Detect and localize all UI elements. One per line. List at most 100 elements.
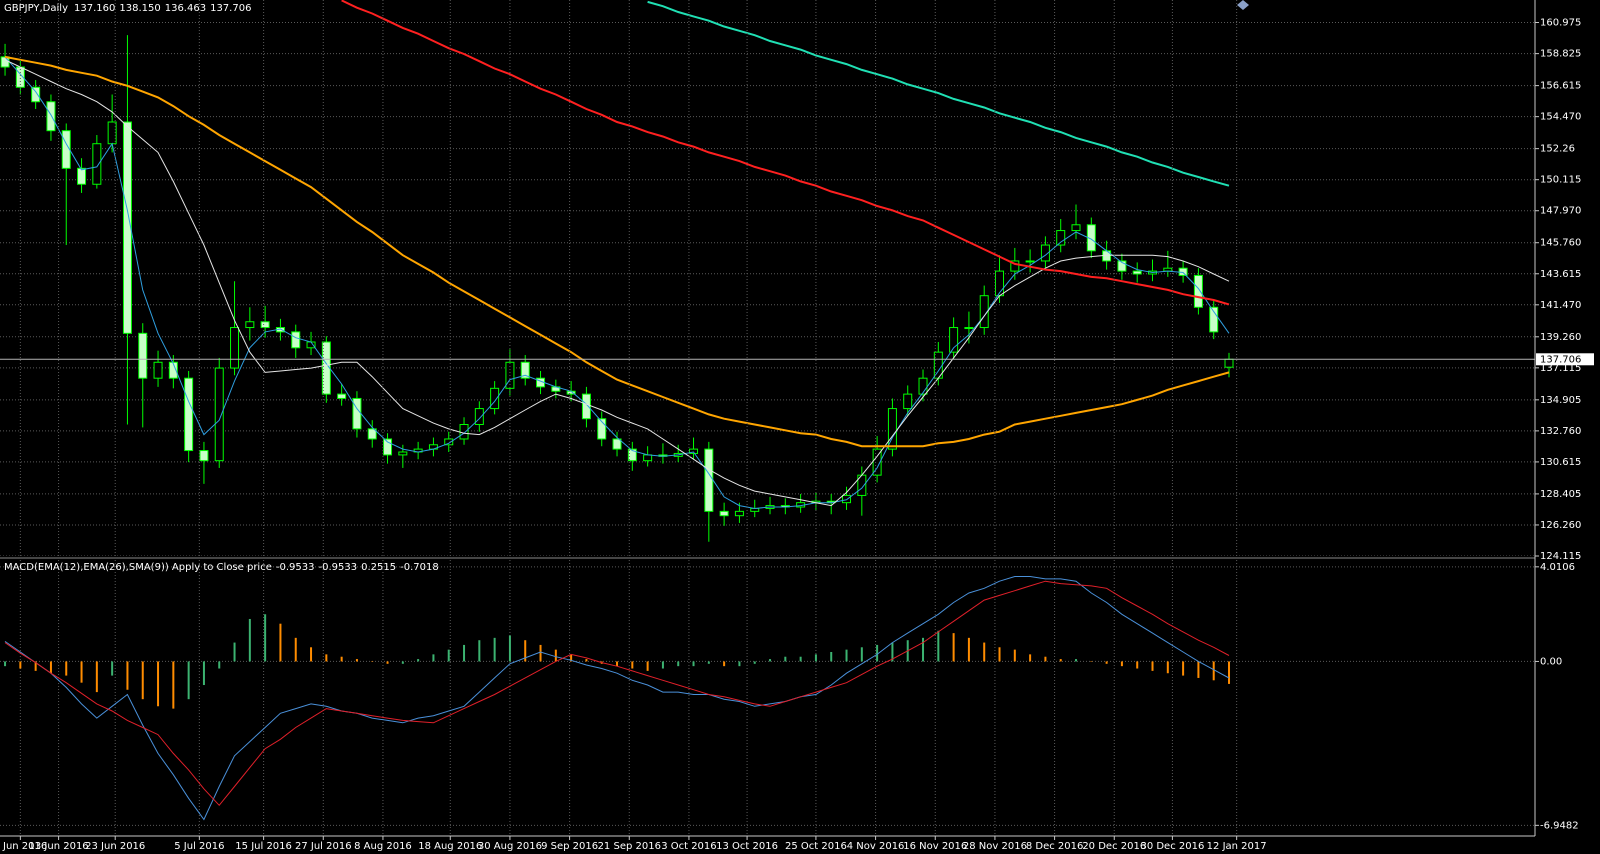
histogram-bar bbox=[187, 661, 190, 700]
histogram-bar bbox=[1228, 661, 1231, 684]
candle-body bbox=[612, 438, 622, 450]
candle-body bbox=[949, 327, 959, 353]
last-price-box bbox=[1536, 353, 1594, 366]
histogram-bar bbox=[233, 642, 236, 662]
candle-body bbox=[1040, 244, 1050, 262]
histogram-bar bbox=[248, 618, 251, 662]
y-tick-label: 124.115 bbox=[1540, 551, 1581, 562]
indicator-name: MACD(EMA(12),EMA(26),SMA(9)) Apply to Cl… bbox=[4, 562, 272, 573]
histogram-bar bbox=[1059, 659, 1062, 662]
histogram-bar bbox=[401, 661, 404, 664]
histogram-bar bbox=[1182, 661, 1185, 676]
histogram-bar bbox=[447, 649, 450, 662]
indicator-line bbox=[4, 576, 1230, 821]
histogram-bar bbox=[417, 659, 420, 662]
y-tick-label: 137.115 bbox=[1540, 363, 1581, 374]
histogram-bar bbox=[769, 659, 772, 662]
histogram-bar bbox=[814, 654, 817, 662]
y-tick-label: 128.405 bbox=[1540, 489, 1581, 500]
histogram-bar bbox=[1166, 661, 1169, 674]
candle-body bbox=[459, 424, 469, 440]
x-tick-label: 16 Nov 2016 bbox=[903, 841, 967, 852]
x-tick-label: 28 Nov 2016 bbox=[963, 841, 1027, 852]
histogram-bar bbox=[753, 661, 756, 664]
histogram-bar bbox=[463, 644, 466, 662]
candle-body bbox=[719, 510, 729, 517]
candle-body bbox=[1056, 230, 1066, 246]
histogram-bar bbox=[294, 637, 297, 662]
x-tick-label: 1 Jun 2016 bbox=[0, 841, 47, 852]
histogram-bar bbox=[355, 659, 358, 662]
candle-body bbox=[168, 361, 178, 379]
x-tick-label: 23 Jun 2016 bbox=[85, 841, 145, 852]
candle-body bbox=[46, 101, 56, 132]
histogram-bar bbox=[19, 661, 22, 669]
indicator-line bbox=[4, 55, 1230, 448]
histogram-bar bbox=[830, 652, 833, 662]
x-tick-label: 15 Jul 2016 bbox=[235, 841, 292, 852]
histogram-bar bbox=[784, 656, 787, 662]
histogram-bar bbox=[202, 661, 205, 686]
candle-body bbox=[734, 510, 744, 517]
candle-body bbox=[887, 408, 897, 450]
histogram-bar bbox=[983, 642, 986, 662]
x-tick-label: 27 Jul 2016 bbox=[295, 841, 352, 852]
histogram-bar bbox=[1075, 659, 1078, 662]
candle-body bbox=[490, 387, 500, 410]
candle-body bbox=[689, 448, 699, 454]
candle-body bbox=[1224, 358, 1234, 368]
histogram-bar bbox=[860, 647, 863, 662]
candle-body bbox=[260, 321, 270, 329]
candle-body bbox=[245, 321, 255, 329]
histogram-bar bbox=[126, 661, 129, 690]
histogram-bar bbox=[157, 661, 160, 707]
histogram-bar bbox=[1044, 656, 1047, 662]
histogram-bar bbox=[1151, 661, 1154, 671]
histogram-bar bbox=[845, 649, 848, 662]
x-tick-label: 4 Nov 2016 bbox=[847, 841, 905, 852]
x-tick-label: 13 Jun 2016 bbox=[29, 841, 89, 852]
candle-body bbox=[138, 332, 148, 379]
histogram-bar bbox=[325, 654, 328, 662]
open-value: 137.160 bbox=[74, 3, 115, 14]
symbol-header: GBPJPY,Daily 137.160 138.150 136.463 137.706 bbox=[4, 3, 251, 14]
histogram-bar bbox=[508, 635, 511, 662]
x-tick-label: 21 Sep 2016 bbox=[598, 841, 661, 852]
candle-body bbox=[1132, 270, 1142, 275]
histogram-bar bbox=[738, 661, 741, 667]
histogram-bar bbox=[692, 661, 695, 667]
candle-body bbox=[31, 86, 41, 103]
histogram-bar bbox=[432, 654, 435, 662]
histogram-bar bbox=[95, 661, 98, 693]
histogram-bar bbox=[799, 656, 802, 662]
histogram-bar bbox=[1197, 661, 1200, 678]
candle-body bbox=[122, 121, 132, 334]
histogram-bar bbox=[141, 661, 144, 700]
histogram-bar bbox=[49, 661, 52, 674]
histogram-bar bbox=[1090, 661, 1093, 662]
histogram-bar bbox=[1136, 661, 1139, 669]
x-tick-label: 25 Oct 2016 bbox=[785, 841, 847, 852]
candle-body bbox=[842, 494, 852, 504]
x-tick-label: 5 Jul 2016 bbox=[174, 841, 224, 852]
candle-body bbox=[627, 448, 637, 462]
histogram-bar bbox=[111, 661, 114, 676]
indicator-value: 0.2515 bbox=[361, 562, 396, 573]
indicator-line bbox=[4, 59, 1230, 507]
candle-body bbox=[153, 361, 163, 379]
candle-body bbox=[903, 393, 913, 410]
x-tick-label: 30 Aug 2016 bbox=[478, 841, 542, 852]
candle-body bbox=[184, 377, 194, 452]
histogram-bar bbox=[554, 649, 557, 662]
histogram-bar bbox=[34, 661, 37, 671]
candle-body bbox=[199, 450, 209, 462]
candle-body bbox=[520, 361, 530, 379]
histogram-bar bbox=[677, 661, 680, 667]
y-tick-label: 126.260 bbox=[1540, 520, 1581, 531]
indicator-value: -0.7018 bbox=[400, 562, 439, 573]
candle-body bbox=[383, 438, 393, 456]
macd-panel bbox=[0, 560, 1535, 836]
histogram-bar bbox=[80, 661, 83, 683]
histogram-bar bbox=[1013, 649, 1016, 662]
